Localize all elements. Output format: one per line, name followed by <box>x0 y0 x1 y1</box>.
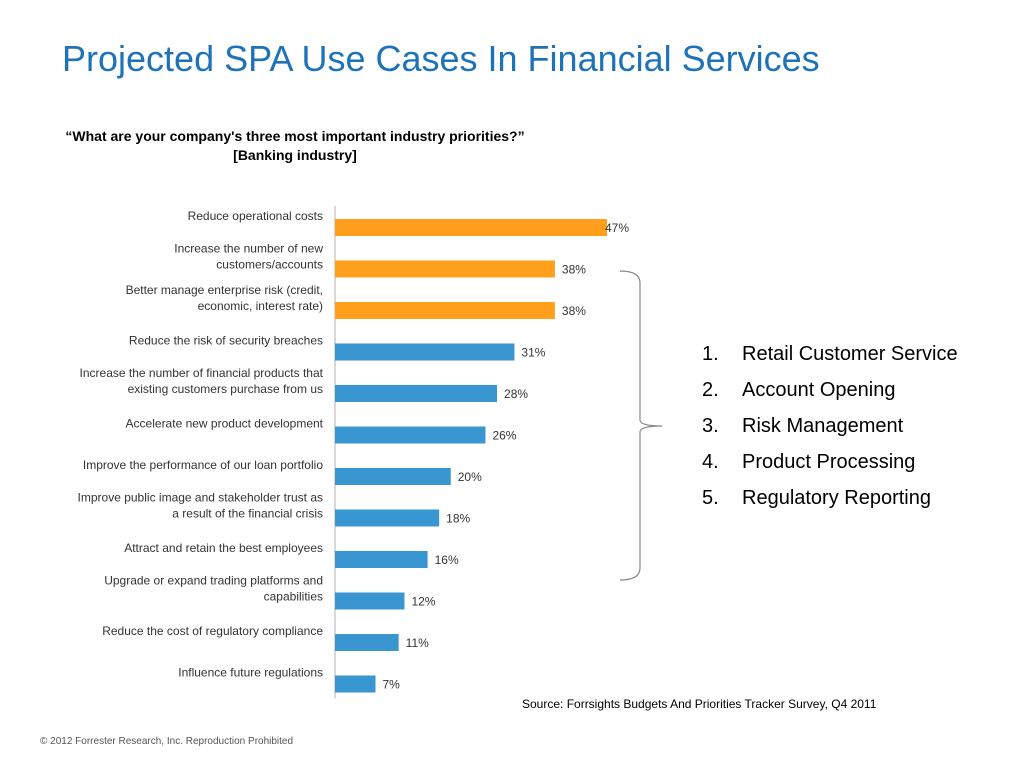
bar <box>335 343 515 361</box>
bar <box>335 592 405 610</box>
value-label: 47% <box>605 221 629 235</box>
use-case-number: 5. <box>702 487 719 509</box>
use-case-item: 5. Regulatory Reporting <box>702 480 958 516</box>
category-label: Accelerate new product development <box>126 417 324 431</box>
use-case-item: 3. Risk Management <box>702 408 958 444</box>
category-label: Reduce the cost of regulatory compliance <box>102 624 323 638</box>
category-label: Influence future regulations <box>178 666 323 680</box>
bar <box>335 634 399 651</box>
value-label: 18% <box>446 512 470 526</box>
page-title: Projected SPA Use Cases In Financial Ser… <box>62 38 820 79</box>
category-label: Upgrade or expand trading platforms and <box>104 574 323 588</box>
category-label: Increase the number of financial product… <box>80 366 324 380</box>
value-label: 16% <box>435 553 459 567</box>
copyright-footer: © 2012 Forrester Research, Inc. Reproduc… <box>40 736 294 747</box>
category-label: Attract and retain the best employees <box>124 541 323 555</box>
bar <box>335 426 486 444</box>
value-label: 11% <box>406 636 429 650</box>
use-case-list: 1. Retail Customer Service 2. Account Open… <box>702 336 958 516</box>
category-label: economic, interest rate) <box>198 299 323 313</box>
value-label: 12% <box>411 595 435 609</box>
category-label: Reduce the risk of security breaches <box>129 334 323 348</box>
category-label: existing customers purchase from us <box>128 382 323 396</box>
category-label: customers/accounts <box>216 258 323 272</box>
use-case-label: Risk Management <box>742 415 904 437</box>
category-label: Increase the number of new <box>174 242 323 256</box>
category-label: Better manage enterprise risk (credit, <box>126 283 323 297</box>
use-case-label: Account Opening <box>742 379 896 401</box>
category-label: Improve public image and stakeholder tru… <box>78 491 323 505</box>
bar <box>335 509 440 527</box>
category-label: capabilities <box>264 590 323 604</box>
bracket <box>619 270 663 581</box>
bar <box>335 675 376 693</box>
category-label: Reduce operational costs <box>188 209 323 223</box>
use-case-number: 4. <box>702 451 719 473</box>
use-case-item: 1. Retail Customer Service <box>702 336 958 372</box>
value-label: 7% <box>383 678 401 692</box>
bar <box>335 551 428 568</box>
use-case-number: 2. <box>702 379 719 401</box>
use-case-label: Regulatory Reporting <box>742 487 931 509</box>
source-note: Source: Forrsights Budgets And Prioritie… <box>522 697 877 711</box>
value-label: 28% <box>504 387 528 401</box>
use-case-item: 4. Product Processing <box>702 444 958 480</box>
use-case-number: 1. <box>702 343 719 365</box>
value-label: 31% <box>521 346 545 360</box>
bar <box>335 260 555 278</box>
bar <box>335 302 555 319</box>
use-case-item: 2. Account Opening <box>702 372 958 408</box>
category-label: Improve the performance of our loan port… <box>83 458 323 472</box>
use-case-label: Product Processing <box>742 451 916 473</box>
category-label: a result of the financial crisis <box>172 507 323 521</box>
value-label: 26% <box>492 429 516 443</box>
bar <box>335 468 451 485</box>
value-label: 20% <box>458 470 482 484</box>
use-case-label: Retail Customer Service <box>742 343 958 365</box>
bar <box>335 219 607 236</box>
use-case-number: 3. <box>702 415 719 437</box>
survey-question: “What are your company's three most impo… <box>65 128 525 163</box>
value-label: 38% <box>562 304 586 318</box>
value-label: 38% <box>562 263 586 277</box>
bar <box>335 385 498 402</box>
